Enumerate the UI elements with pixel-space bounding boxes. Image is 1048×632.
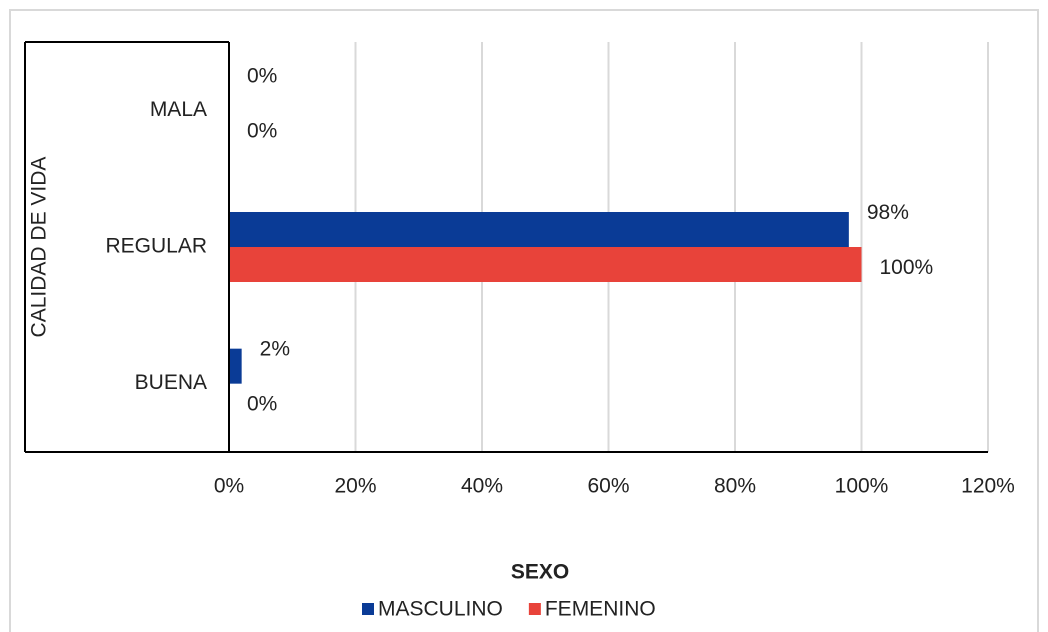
value-label: 2% [260,338,290,361]
x-tick-label: 40% [461,475,503,498]
value-label: 98% [867,201,909,224]
value-label: 100% [880,256,934,279]
chart-frame [9,9,1039,632]
bar [229,348,242,384]
x-tick-label: 20% [334,475,376,498]
x-tick-label: 120% [961,475,1015,498]
y-tick-label: BUENA [135,371,207,394]
bar [229,212,849,247]
legend-swatch [362,603,374,615]
y-tick-label: MALA [150,98,207,121]
bar [229,247,862,282]
legend-swatch [528,603,541,615]
legend-label: FEMENINO [545,598,656,621]
x-tick-label: 60% [587,475,629,498]
y-axis-label: CALIDAD DE VIDA [28,157,51,338]
value-label: 0% [247,119,277,142]
value-label: 0% [247,393,277,416]
x-tick-label: 80% [714,475,756,498]
value-label: 0% [247,64,277,87]
x-tick-label: 100% [835,475,889,498]
x-tick-label: 0% [214,475,244,498]
x-axis-label: SEXO [511,561,569,584]
legend-label: MASCULINO [378,598,503,621]
y-tick-label: REGULAR [105,235,207,258]
